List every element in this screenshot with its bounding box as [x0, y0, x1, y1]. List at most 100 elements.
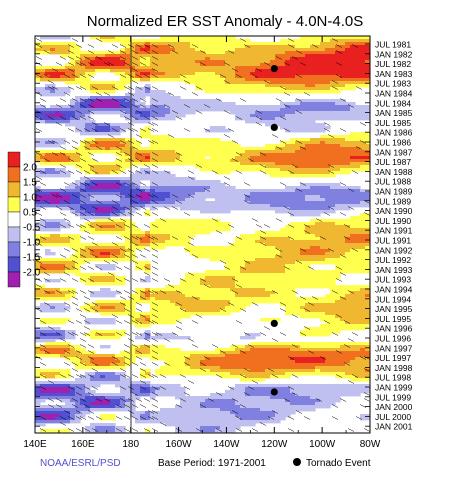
anomaly-cell — [85, 66, 136, 70]
contour-segment — [87, 152, 95, 156]
contour-segment — [191, 344, 199, 348]
contour-segment — [95, 98, 103, 102]
anomaly-cell — [315, 366, 370, 370]
y-tick-label: JAN 1986 — [375, 128, 413, 138]
contour-segment — [247, 158, 255, 162]
contour-segment — [87, 164, 95, 168]
anomaly-cell — [310, 138, 346, 142]
anomaly-cell — [80, 195, 91, 199]
anomaly-cell — [280, 141, 296, 145]
anomaly-cell — [170, 45, 191, 49]
contour-segment — [147, 416, 155, 420]
anomaly-cell — [120, 105, 131, 109]
contour-segment — [219, 74, 227, 78]
anomaly-cell — [130, 141, 141, 145]
contour-segment — [115, 146, 123, 150]
contour-segment — [79, 140, 87, 144]
contour-segment — [151, 386, 159, 390]
contour-segment — [187, 170, 195, 174]
anomaly-cell — [55, 48, 71, 52]
contour-segment — [47, 398, 55, 402]
contour-segment — [291, 314, 299, 318]
anomaly-cell — [40, 117, 71, 121]
anomaly-cell — [150, 348, 181, 352]
contour-segment — [211, 344, 219, 348]
contour-segment — [179, 374, 187, 378]
contour-segment — [275, 146, 283, 150]
contour-segment — [51, 140, 59, 144]
contour-segment — [335, 278, 343, 282]
contour-segment — [139, 128, 147, 132]
contour-segment — [39, 170, 47, 174]
anomaly-cell — [85, 171, 96, 175]
contour-segment — [135, 332, 143, 336]
contour-segment — [71, 212, 79, 216]
anomaly-cell — [80, 306, 91, 310]
contour-segment — [35, 188, 43, 192]
contour-segment — [79, 116, 87, 120]
contour-segment — [223, 182, 231, 186]
anomaly-cell — [40, 93, 66, 97]
anomaly-cell — [80, 141, 86, 145]
contour-segment — [35, 260, 43, 264]
contour-segment — [123, 290, 131, 294]
anomaly-cell — [365, 141, 370, 145]
contour-segment — [287, 212, 295, 216]
anomaly-cell — [120, 165, 131, 169]
anomaly-cell — [145, 294, 151, 298]
contour-segment — [87, 44, 95, 48]
anomaly-cell — [265, 171, 291, 175]
anomaly-cell — [100, 225, 116, 229]
contour-segment — [235, 116, 243, 120]
anomaly-cell — [60, 225, 71, 229]
anomaly-cell — [35, 264, 41, 268]
anomaly-cell — [320, 324, 370, 328]
anomaly-cell — [220, 408, 261, 412]
anomaly-cell — [330, 81, 370, 85]
contour-segment — [43, 302, 51, 306]
contour-segment — [203, 284, 211, 288]
anomaly-cell — [260, 408, 316, 412]
anomaly-cell — [255, 69, 370, 73]
y-tick-label: JAN 1989 — [375, 187, 413, 197]
contour-segment — [207, 398, 215, 402]
contour-segment — [187, 380, 195, 384]
anomaly-cell — [150, 411, 231, 415]
anomaly-cell — [65, 330, 76, 334]
contour-segment — [71, 290, 79, 294]
contour-segment — [139, 290, 147, 294]
anomaly-cell — [225, 60, 271, 64]
anomaly-cell — [80, 84, 91, 88]
contour-segment — [279, 182, 287, 186]
contour-segment — [287, 170, 295, 174]
contour-segment — [119, 218, 127, 222]
anomaly-cell — [335, 45, 351, 49]
anomaly-cell — [45, 153, 66, 157]
anomaly-cell — [130, 294, 141, 298]
contour-segment — [75, 356, 83, 360]
contour-segment — [115, 320, 123, 324]
anomaly-cell — [360, 417, 370, 421]
anomaly-cell — [35, 384, 41, 388]
anomaly-cell — [85, 99, 96, 103]
contour-segment — [123, 344, 131, 348]
anomaly-cell — [85, 114, 91, 118]
anomaly-cell — [285, 399, 321, 403]
contour-segment — [327, 170, 335, 174]
anomaly-cell — [315, 222, 336, 226]
anomaly-cell — [40, 237, 71, 241]
contour-segment — [355, 146, 363, 150]
anomaly-cell — [100, 306, 116, 310]
anomaly-cell — [335, 264, 370, 268]
anomaly-cell — [80, 57, 86, 61]
contour-segment — [95, 38, 103, 42]
y-tick-label: JAN 1984 — [375, 89, 413, 99]
contour-segment — [151, 62, 159, 66]
anomaly-cell — [70, 105, 81, 109]
anomaly-cell — [70, 411, 81, 415]
contour-segment — [63, 266, 71, 270]
anomaly-cell — [90, 249, 121, 253]
anomaly-cell — [345, 240, 370, 244]
y-tick-label: JUL 1990 — [375, 216, 411, 226]
anomaly-cell — [325, 252, 346, 256]
